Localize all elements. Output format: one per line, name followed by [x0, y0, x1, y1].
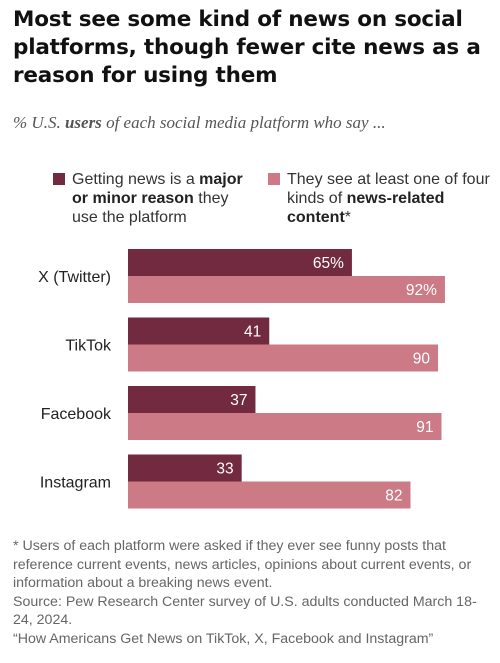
bar-value-label: 91 — [416, 419, 433, 436]
bar-chart: X (Twitter) 65% 92% TikTok 41 90 Facebook 37 91 I… — [38, 249, 445, 509]
footnote-source: Source: Pew Research Center survey of U.… — [13, 593, 477, 629]
legend-text-bold: news-related content — [287, 190, 445, 226]
bar-value-label: 82 — [385, 488, 402, 505]
legend-swatch-content — [268, 173, 280, 185]
bar-value-label: 65% — [313, 255, 344, 272]
category-label: X (Twitter) — [38, 269, 111, 286]
bar-value-label: 41 — [244, 324, 261, 341]
footnote-report: “How Americans Get News on TikTok, X, Fa… — [13, 630, 434, 647]
subtitle-suffix: of each social media platform who say ..… — [101, 113, 386, 132]
bar-value-label: 92% — [406, 282, 437, 299]
bar-value-label: 37 — [230, 392, 247, 409]
legend-text-pre: Getting news is a — [72, 171, 200, 188]
bar-series-2 — [128, 344, 439, 372]
chart-subtitle: % U.S. users of each social media platfo… — [13, 113, 493, 133]
subtitle-emphasis: users — [64, 113, 102, 132]
legend-text-pre: They see at least one of four kinds of — [287, 171, 490, 207]
footnote-note: * Users of each platform were asked if t… — [13, 538, 472, 591]
bar-series-2 — [128, 481, 411, 509]
legend-text-post: they use the platform — [72, 190, 229, 226]
bar-series-1 — [128, 386, 256, 413]
category-label: Instagram — [40, 475, 111, 492]
category-label: TikTok — [65, 338, 112, 355]
legend-text-post: * — [344, 209, 352, 226]
legend-text-reason: Getting news is a major or minor reason … — [72, 170, 253, 227]
category-label: Facebook — [41, 406, 112, 423]
legend-text-bold: major or minor reason — [72, 171, 243, 207]
legend-swatch-reason — [53, 173, 65, 185]
bar-value-label: 90 — [413, 351, 431, 368]
bar-value-label: 33 — [216, 461, 233, 478]
bar-series-2 — [128, 276, 445, 303]
chart-footnote: * Users of each platform were asked if t… — [13, 537, 493, 648]
bar-series-1 — [128, 249, 352, 276]
bar-series-1 — [128, 454, 242, 482]
bar-series-1 — [128, 317, 270, 345]
legend-text-content: They see at least one of four kinds of n… — [287, 170, 493, 227]
bar-series-2 — [128, 413, 442, 440]
subtitle-prefix: % U.S. — [13, 113, 65, 132]
chart-title: Most see some kind of news on social pla… — [13, 7, 481, 88]
